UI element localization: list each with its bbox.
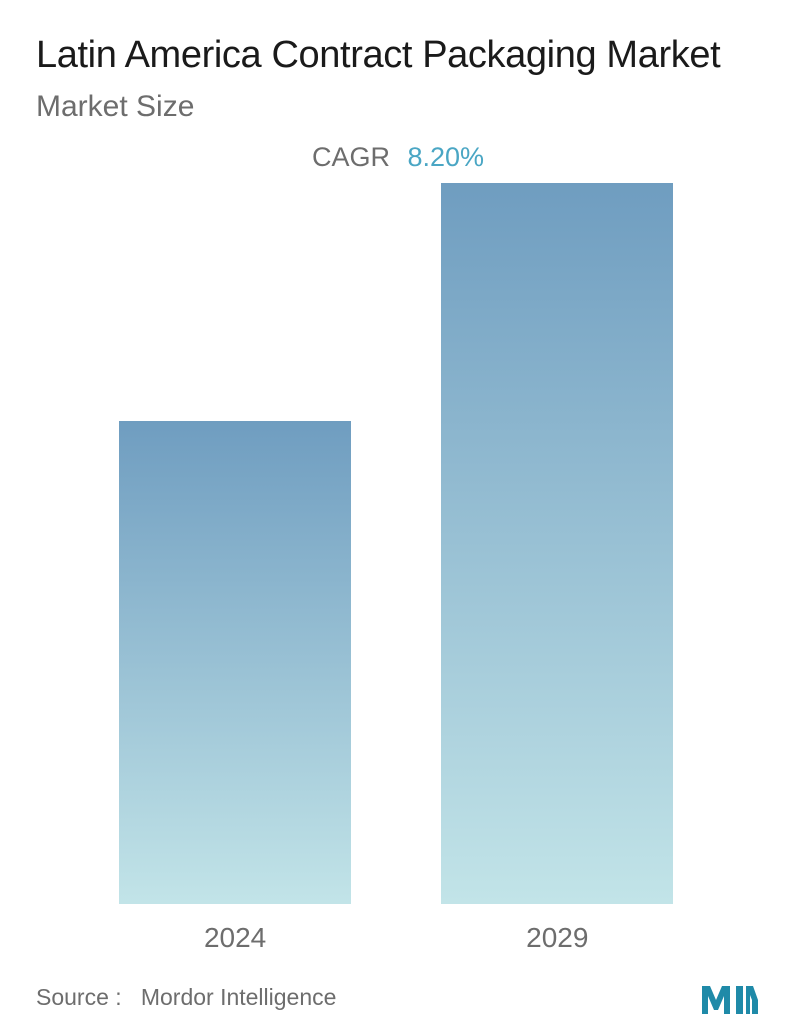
category-label-2024: 2024 [204, 922, 266, 954]
cagr-row: CAGR 8.20% [36, 142, 760, 173]
chart-subtitle: Market Size [36, 90, 760, 124]
footer: Source : Mordor Intelligence [36, 974, 760, 1014]
chart-area: 2024 2029 [36, 183, 760, 975]
cagr-value: 8.20% [407, 142, 484, 172]
brand-logo-icon [700, 980, 760, 1014]
bar-2029 [441, 183, 673, 905]
source-line: Source : Mordor Intelligence [36, 984, 336, 1011]
chart-title: Latin America Contract Packaging Market [36, 32, 760, 80]
brand-logo [700, 980, 760, 1014]
source-name: Mordor Intelligence [141, 984, 337, 1010]
chart-plot [36, 183, 760, 905]
source-prefix: Source : [36, 984, 122, 1010]
chart-card: Latin America Contract Packaging Market … [0, 0, 796, 1034]
bar-2024 [119, 421, 351, 904]
cagr-label: CAGR [312, 142, 390, 172]
category-label-2029: 2029 [526, 922, 588, 954]
